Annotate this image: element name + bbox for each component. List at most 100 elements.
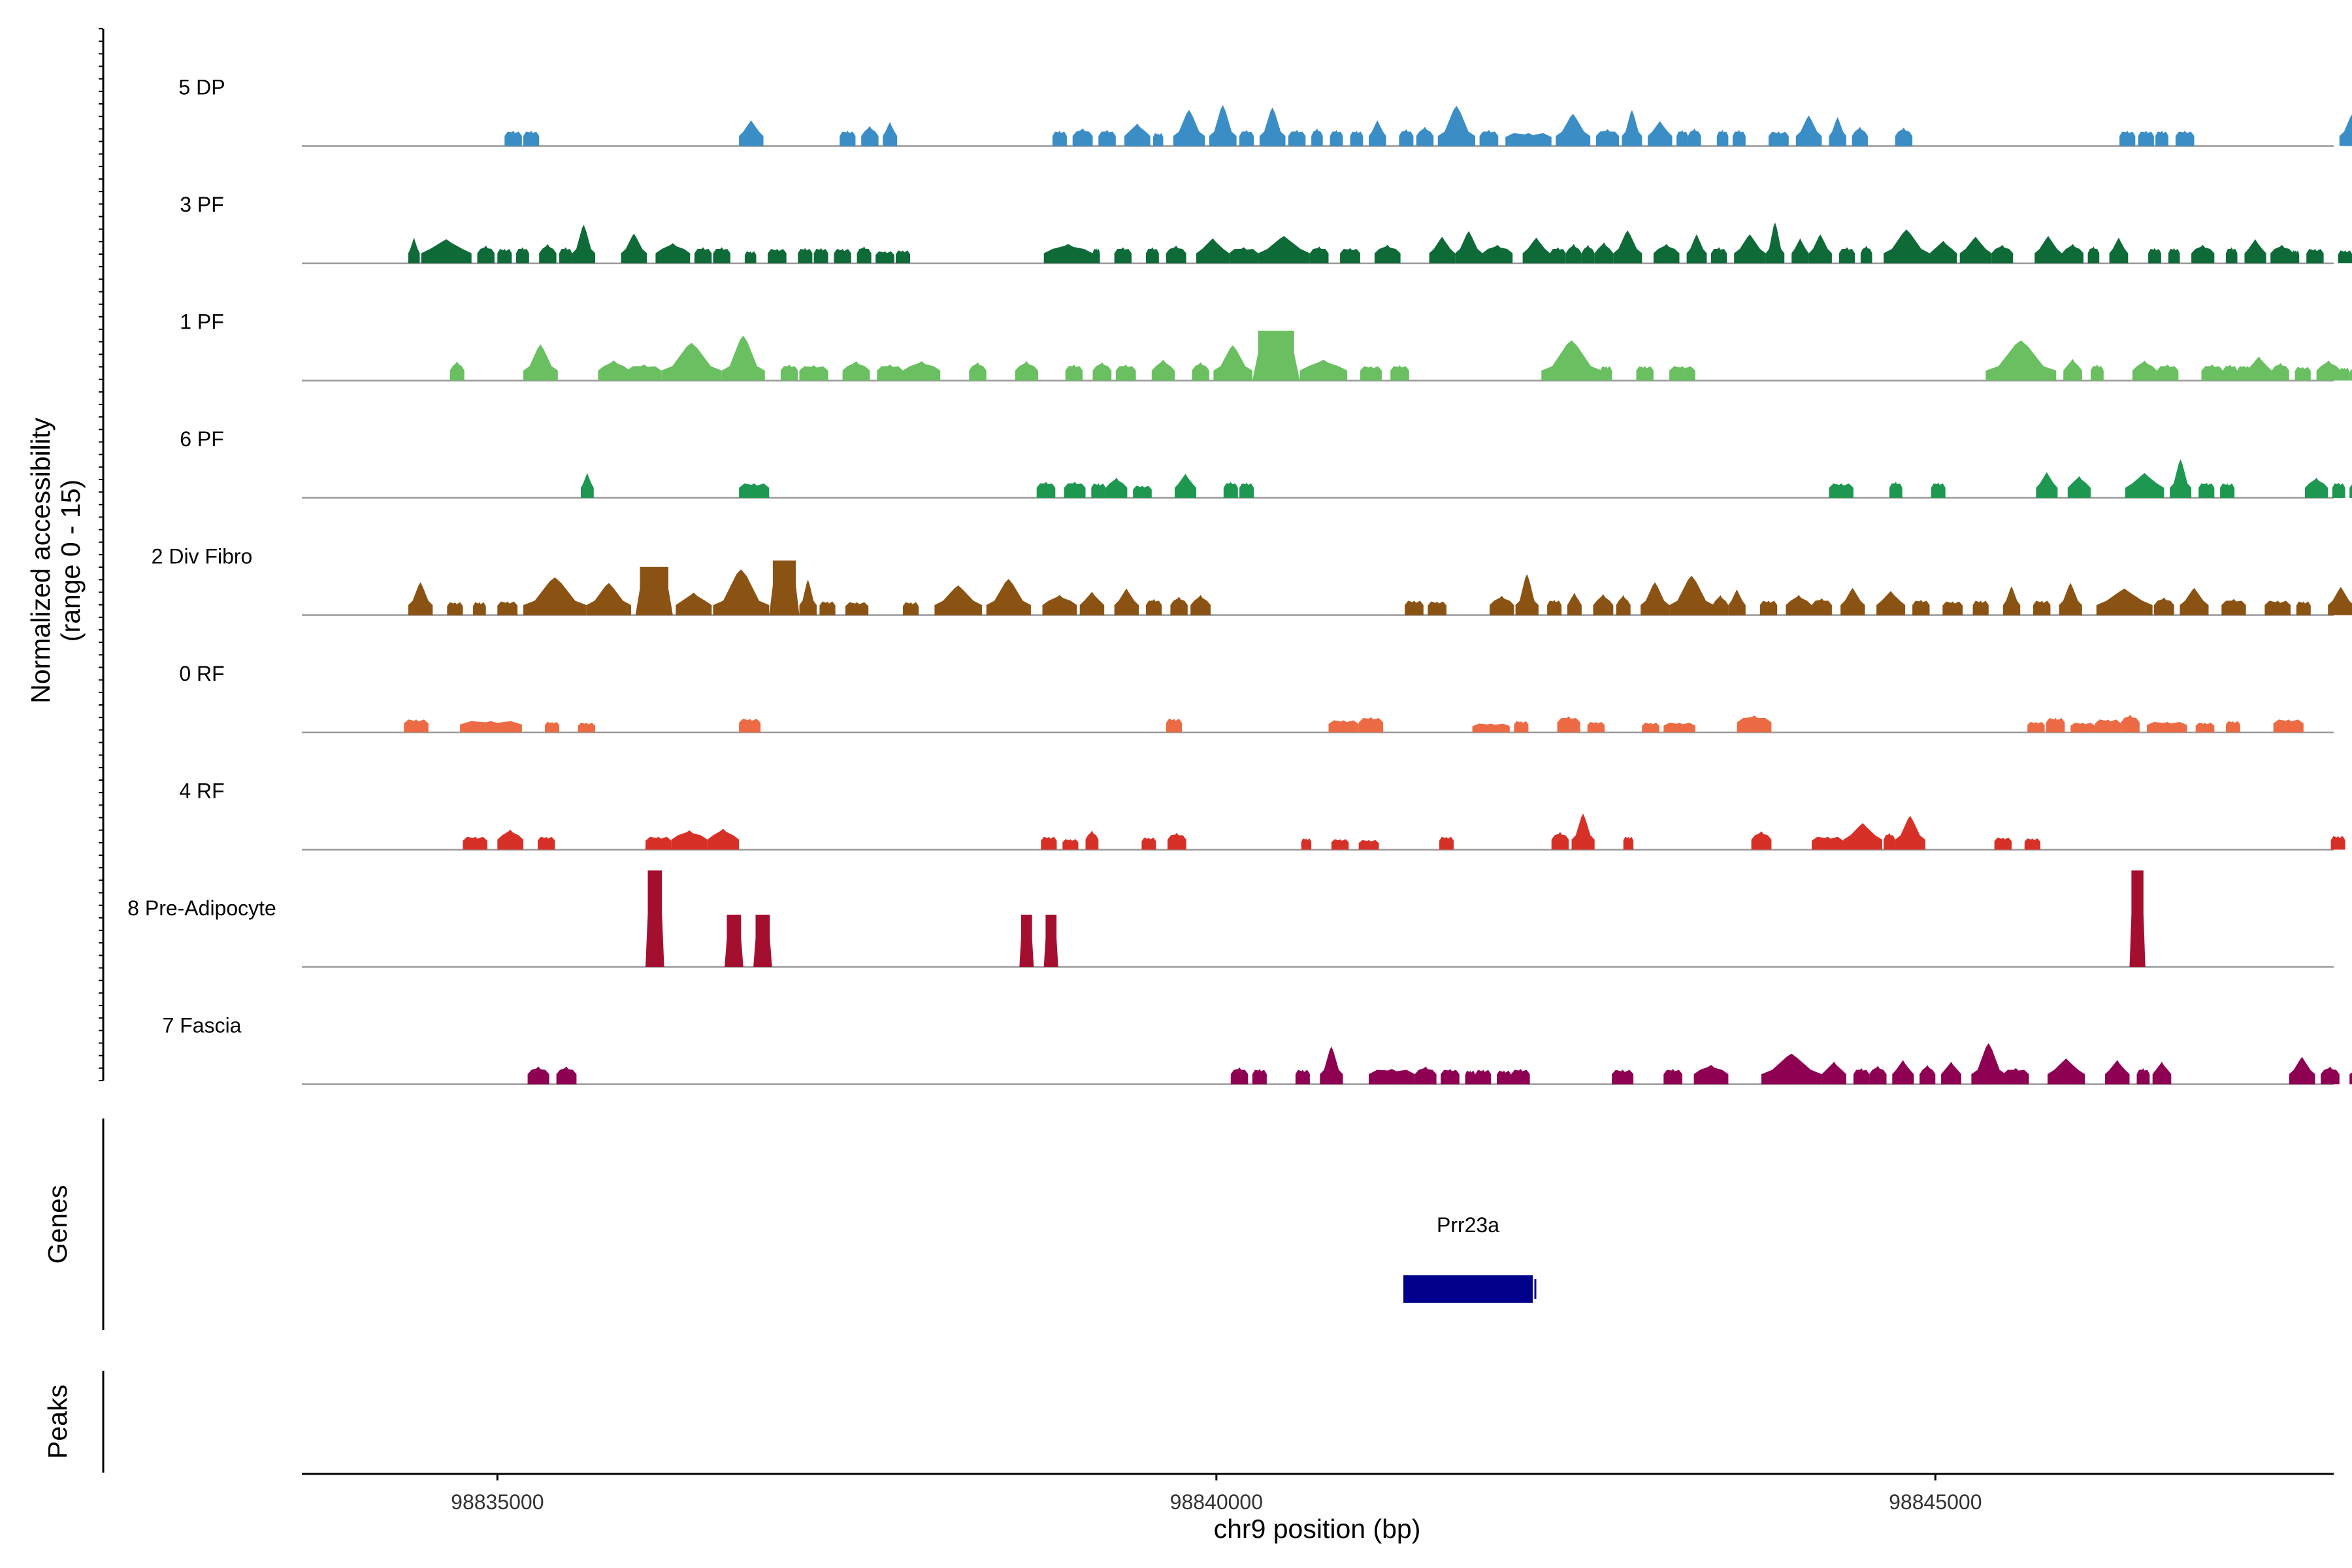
coverage-peak <box>1223 482 1238 498</box>
coverage-peak <box>1114 247 1132 263</box>
coverage-peak <box>1860 245 1872 263</box>
coverage-peak <box>1853 1068 1870 1085</box>
coverage-peak <box>1959 237 1992 263</box>
coverage-peak <box>1043 244 1093 263</box>
coverage-peak <box>449 361 465 381</box>
coverage-peak <box>655 243 691 263</box>
track-3-pf: 3 PF <box>180 193 2352 265</box>
coverage-peak <box>2244 239 2266 263</box>
coverage-peak <box>1295 1070 1310 1085</box>
coverage-peak <box>1733 129 1746 146</box>
coverage-peak <box>2095 719 2121 732</box>
coverage-peak <box>1405 600 1424 615</box>
track-label: 7 Fascia <box>163 1014 242 1037</box>
coverage-peak <box>572 225 595 263</box>
coverage-peak <box>523 344 558 381</box>
coverage-peak <box>1514 721 1529 732</box>
coverage-peak <box>497 829 523 850</box>
x-tick-label: 98840000 <box>1170 1490 1263 1514</box>
coverage-peak <box>2033 600 2051 615</box>
coverage-peak <box>1311 128 1323 146</box>
coverage-peak <box>1209 105 1237 146</box>
coverage-peak <box>1511 1069 1530 1085</box>
coverage-peak <box>504 131 522 146</box>
coverage-peak <box>1840 587 1865 615</box>
coverage-peak <box>523 131 540 146</box>
coverage-peak <box>1328 720 1359 732</box>
coverage-peak <box>1653 244 1680 263</box>
coverage-peak <box>408 237 420 263</box>
coverage-peak <box>1239 129 1254 146</box>
coverage-peak <box>2091 364 2104 381</box>
coverage-peak <box>1092 362 1112 381</box>
coverage-peak <box>2002 586 2021 615</box>
coverage-peak <box>2146 722 2187 732</box>
coverage-peak <box>1737 715 1772 732</box>
coverage-peak <box>1374 244 1401 263</box>
coverage-peak <box>721 335 765 381</box>
coverage-peak <box>1941 1062 1961 1085</box>
coverage-peak <box>2305 478 2328 498</box>
coverage-peak <box>1829 483 1854 498</box>
coverage-peak <box>2295 367 2311 381</box>
coverage-peak <box>769 560 800 615</box>
coverage-peak <box>447 602 463 615</box>
coverage-peak <box>1166 245 1186 263</box>
coverage-peak <box>1557 716 1580 732</box>
coverage-peak <box>713 247 730 263</box>
coverage-peak <box>1414 1066 1437 1085</box>
coverage-peak <box>842 361 870 381</box>
coverage-peak <box>635 566 673 615</box>
coverage-peak <box>460 721 522 732</box>
coverage-peak <box>1551 832 1569 850</box>
peaks-label: Peaks <box>42 1384 73 1459</box>
coverage-peak <box>1556 114 1591 146</box>
coverage-peak <box>2132 360 2157 381</box>
coverage-peak <box>2332 482 2345 498</box>
coverage-peak <box>472 602 486 615</box>
coverage-peak <box>1369 1069 1415 1085</box>
coverage-peak <box>1301 838 1312 850</box>
coverage-peak <box>744 251 757 263</box>
track-5-dp: 5 DP <box>178 76 2352 147</box>
coverage-peak <box>2296 601 2311 615</box>
coverage-peak <box>799 365 828 381</box>
coverage-peak <box>1852 127 1868 146</box>
coverage-peak <box>1441 1069 1460 1085</box>
coverage-peak <box>2048 1058 2085 1085</box>
coverage-peak <box>2070 723 2095 732</box>
coverage-peak <box>2330 836 2345 850</box>
coverage-peak <box>2328 587 2352 615</box>
coverage-peak <box>2136 1068 2150 1085</box>
coverage-peak <box>1769 131 1789 146</box>
coverage-peak <box>2338 250 2352 263</box>
coverage-peak <box>538 836 555 850</box>
coverage-peak <box>421 239 472 263</box>
coverage-peak <box>598 360 630 381</box>
coverage-peak <box>2225 247 2238 263</box>
coverage-peak <box>840 131 856 146</box>
coverage-peak <box>2272 363 2289 381</box>
coverage-peak <box>1972 600 1989 615</box>
coverage-peak <box>2153 597 2174 615</box>
coverage-peak <box>1942 601 1963 615</box>
coverage-peak <box>1593 594 1614 615</box>
coverage-peak <box>1994 838 2012 850</box>
coverage-peak <box>1622 110 1642 146</box>
coverage-peak <box>1455 231 1482 263</box>
coverage-peak <box>1230 1067 1249 1085</box>
coverage-peak <box>1565 244 1582 263</box>
coverage-peak <box>1497 1070 1511 1085</box>
coverage-peak <box>1062 839 1079 850</box>
coverage-peak <box>768 248 787 263</box>
coverage-peak <box>1309 246 1329 263</box>
coverage-peak <box>1808 234 1832 263</box>
coverage-peak <box>1213 345 1252 381</box>
coverage-peak <box>1358 840 1379 850</box>
coverage-peak <box>2036 472 2058 498</box>
coverage-peak <box>2306 248 2324 263</box>
coverage-peak <box>1895 815 1925 850</box>
coverage-peak <box>969 362 987 381</box>
track-label: 6 PF <box>180 427 224 451</box>
coverage-peak <box>1829 117 1846 146</box>
